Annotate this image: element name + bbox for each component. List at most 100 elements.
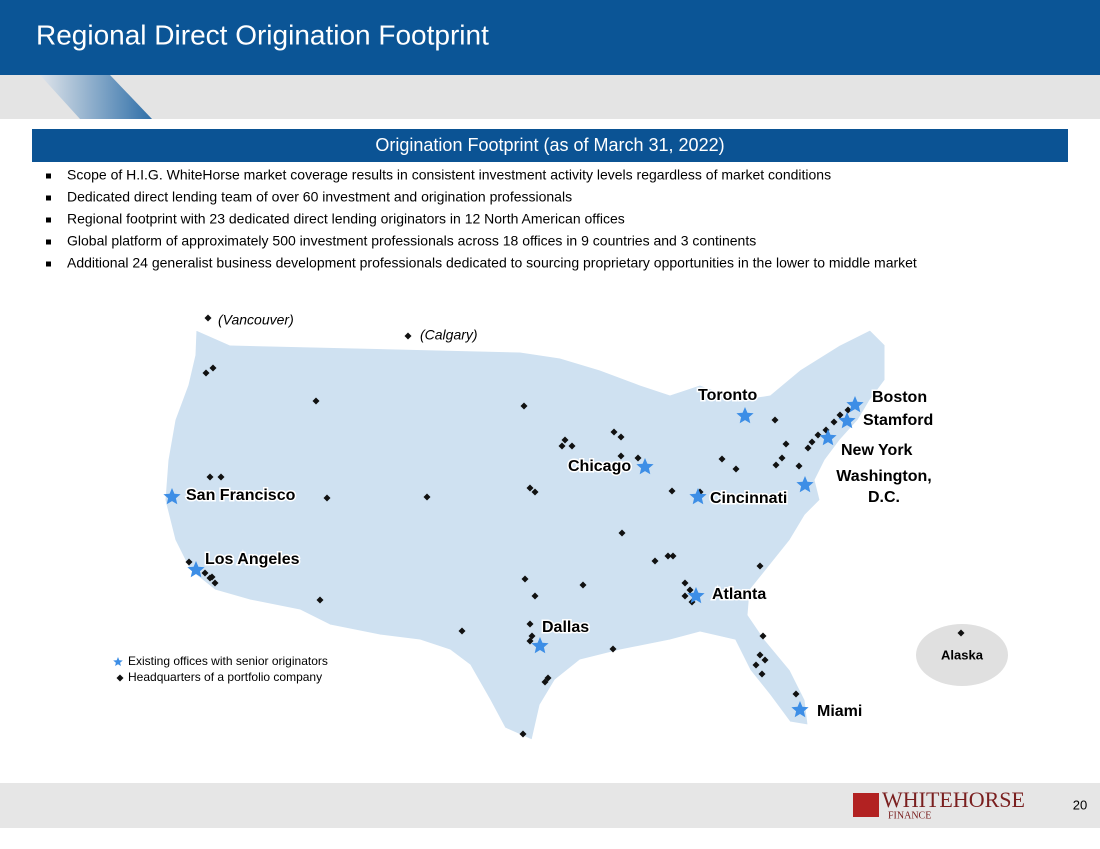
portfolio-company-marker [610,428,618,436]
portfolio-company-marker [323,494,331,502]
alaska-shape [916,624,1008,686]
header-accent [40,75,152,119]
portfolio-company-marker [558,442,566,450]
portfolio-company-marker [185,558,193,566]
portfolio-company-marker [756,651,764,659]
header-bar [0,0,1100,75]
portfolio-company-marker [756,562,764,570]
portfolio-company-marker [312,397,320,405]
bullet-text: Regional footprint with 23 dedicated dir… [67,211,625,227]
office-star [791,701,809,718]
legend-star [113,657,123,666]
legend-label: Headquarters of a portfolio company [128,670,322,684]
portfolio-company-marker [526,637,534,645]
office-star [636,458,654,475]
portfolio-company-marker [423,493,431,501]
portfolio-company-marker [209,364,217,372]
portfolio-company-marker [618,529,626,537]
portfolio-company-marker [617,452,625,460]
bullet-marker [46,173,51,179]
section-bar [32,129,1068,162]
section-heading: Origination Footprint (as of March 31, 2… [375,135,724,155]
portfolio-company-marker [404,332,412,340]
footer-bar [0,783,1100,828]
legend-diamond [116,674,124,682]
logo-text: WHITEHORSE [882,787,1025,812]
portfolio-company-marker [520,402,528,410]
bullet-text: Dedicated direct lending team of over 60… [67,189,572,205]
bullet-marker [46,239,51,245]
portfolio-company-marker [957,629,965,637]
portfolio-company-marker [772,461,780,469]
office-star [819,429,837,446]
portfolio-company-marker [718,455,726,463]
portfolio-company-marker [519,730,527,738]
portfolio-company-marker [761,656,769,664]
bullet-text: Additional 24 generalist business develo… [67,255,917,271]
alaska-label: Alaska [941,647,984,662]
portfolio-company-marker [526,484,534,492]
portfolio-company-marker [792,690,800,698]
office-star [687,587,705,604]
portfolio-company-marker [804,444,812,452]
portfolio-company-marker [758,670,766,678]
portfolio-company-marker [669,552,677,560]
portfolio-company-marker [609,645,617,653]
office-star [846,396,864,413]
office-label: Los Angeles [205,551,300,568]
office-label: Atlanta [712,586,766,603]
office-label: Toronto [698,387,757,404]
other-location-label: (Vancouver) [218,312,294,328]
portfolio-company-marker [778,454,786,462]
map-markers [113,314,965,738]
portfolio-company-marker [526,620,534,628]
portfolio-company-marker [732,465,740,473]
office-label: Boston [872,389,927,406]
office-star [796,476,814,493]
office-label: Stamford [863,412,933,429]
portfolio-company-marker [531,592,539,600]
office-label: Miami [817,703,862,720]
portfolio-company-marker [844,406,852,414]
bullet-text: Scope of H.I.G. WhiteHorse market covera… [67,167,831,183]
page-number: 20 [1073,797,1087,812]
portfolio-company-marker [814,431,822,439]
portfolio-company-marker [202,369,210,377]
bullet-marker [46,217,51,223]
bullet-marker [46,195,51,201]
portfolio-company-marker [579,581,587,589]
portfolio-company-marker [664,552,672,560]
portfolio-company-marker [211,579,219,587]
portfolio-company-marker [686,586,694,594]
office-label: Washington, [836,468,931,485]
us-map [164,329,886,741]
portfolio-company-marker [795,462,803,470]
portfolio-company-marker [782,440,790,448]
portfolio-company-marker [681,592,689,600]
portfolio-company-marker [521,575,529,583]
office-star [531,637,549,654]
portfolio-company-marker [836,411,844,419]
legend-label: Existing offices with senior originators [128,654,328,668]
portfolio-company-marker [204,314,212,322]
slide-title: Regional Direct Origination Footprint [36,19,489,50]
bullet-marker [46,261,51,267]
portfolio-company-marker [201,569,209,577]
portfolio-company-marker [561,436,569,444]
portfolio-company-marker [617,433,625,441]
office-label: New York [841,442,913,459]
portfolio-company-marker [634,454,642,462]
bullet-text: Global platform of approximately 500 inv… [67,233,756,249]
logo-icon [853,793,879,817]
portfolio-company-marker [651,557,659,565]
portfolio-company-marker [830,418,838,426]
portfolio-company-marker [752,661,760,669]
portfolio-company-marker [771,416,779,424]
header-band [0,75,1100,119]
portfolio-company-marker [808,438,816,446]
office-star [838,412,856,429]
office-label: D.C. [868,489,900,506]
portfolio-company-marker [759,632,767,640]
